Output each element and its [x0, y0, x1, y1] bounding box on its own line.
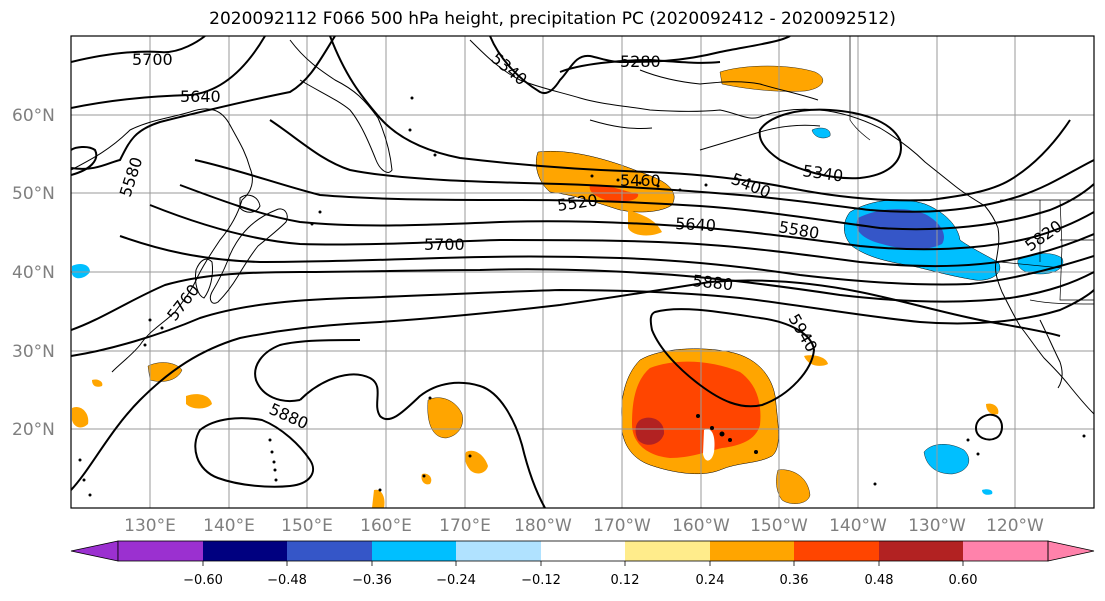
map-frame: [70, 35, 1095, 509]
contour-5340-ak: [758, 108, 902, 180]
lon-label: 150°W: [750, 516, 808, 536]
colorbar-tick-label: 0.24: [696, 573, 725, 588]
lat-label: 50°N: [12, 184, 55, 204]
colorbar-tick-label: 0.48: [865, 573, 894, 588]
japan: [209, 208, 288, 304]
contour-5580-nw: [71, 36, 336, 170]
colorbar-segment: [203, 541, 287, 561]
lon-label: 140°E: [203, 516, 255, 536]
colorbar-tick-label: −0.24: [436, 573, 476, 588]
lon-label: 140°W: [829, 516, 887, 536]
contour-label: 5280: [620, 52, 661, 71]
contour-5340: [489, 36, 791, 94]
colorbar-segment: [287, 541, 372, 561]
contour-label: 5880: [266, 399, 311, 433]
map-title: 2020092112 F066 500 hPa height, precipit…: [209, 9, 896, 29]
colorbar-segment: [625, 541, 710, 561]
contour-5700: [119, 235, 1094, 286]
precip-shading: [72, 65, 1064, 508]
colorbar-segment: [794, 541, 879, 561]
contour-label: 5340: [487, 49, 530, 90]
contour-5820: [71, 288, 1094, 357]
lon-label: 130°E: [124, 516, 176, 536]
contour-5880-south: [299, 373, 546, 508]
contour-label: 5580: [777, 217, 820, 243]
lon-label: 170°W: [593, 516, 651, 536]
contour-5640-nw: [71, 36, 266, 109]
colorbar-extend-high: [1047, 540, 1095, 562]
korea: [195, 258, 213, 299]
lat-label: 60°N: [12, 106, 55, 126]
graticule: [71, 36, 1094, 508]
lon-label: 150°E: [281, 516, 333, 536]
colorbar-segment: [963, 541, 1048, 561]
colorbar-tick-label: 0.12: [611, 573, 640, 588]
lon-label: 160°W: [672, 516, 730, 536]
contour-label: 5400: [729, 169, 774, 202]
contour-5280: [559, 58, 721, 73]
height-contours: [71, 36, 1094, 508]
contour-label: 5700: [424, 235, 465, 254]
colorbar-segment: [118, 541, 203, 561]
contour-5880-west: [254, 339, 361, 402]
precip-north-pacific-tail: [628, 210, 662, 236]
colorbar-segment: [879, 541, 963, 561]
contour-5880-circle: [974, 413, 1003, 441]
contour-5940: [649, 308, 816, 408]
colorbar: −0.60 −0.48 −0.36 −0.24 −0.12 0.12 0.24 …: [70, 540, 1095, 588]
contour-label: 5340: [801, 161, 844, 185]
contour-5340-loop: [71, 146, 98, 176]
contour-5880: [71, 279, 1061, 491]
contour-5700-nw: [71, 36, 206, 63]
contour-5580: [179, 184, 1094, 251]
contour-5400: [329, 36, 1071, 202]
colorbar-tick-label: −0.48: [267, 573, 307, 588]
lat-label: 40°N: [12, 263, 55, 283]
lon-label: 170°E: [439, 516, 491, 536]
colorbar-tick-label: 0.36: [780, 573, 809, 588]
lat-label: 30°N: [12, 342, 55, 362]
colorbar-segment: [541, 541, 625, 561]
lon-label: 120°W: [986, 516, 1044, 536]
contour-label: 5880: [692, 271, 734, 294]
colorbar-extend-low: [70, 540, 119, 562]
alaska-coast: [469, 39, 999, 229]
colorbar-segment: [456, 541, 541, 561]
contour-label: 5640: [675, 214, 717, 235]
lat-label: 20°N: [12, 420, 55, 440]
islands: [78, 96, 1086, 497]
contour-5640: [149, 204, 1094, 268]
longitude-labels: 130°E 140°E 150°E 160°E 170°E 180°W 170°…: [124, 516, 1044, 536]
colorbar-tick-label: −0.36: [352, 573, 392, 588]
contour-label: 5700: [132, 50, 173, 69]
colorbar-tick-label: −0.60: [183, 573, 223, 588]
contour-5880-south-loop: [194, 417, 315, 488]
asia-coast: [71, 108, 253, 373]
colorbar-tick-label: −0.12: [521, 573, 561, 588]
colorbar-tick-label: 0.60: [949, 573, 978, 588]
contour-label: 5940: [785, 311, 822, 356]
lon-label: 130°W: [908, 516, 966, 536]
latitude-labels: 60°N 50°N 40°N 30°N 20°N: [12, 106, 55, 440]
contour-label: 5460: [620, 171, 661, 190]
colorbar-segment: [710, 541, 794, 561]
contour-5460: [269, 119, 1094, 213]
contour-label: 5760: [163, 281, 203, 325]
political-borders: [849, 36, 1094, 305]
colorbar-segment: [372, 541, 456, 561]
contour-5520: [194, 159, 1094, 231]
precip-north-pacific: [535, 151, 675, 213]
lon-label: 180°W: [514, 516, 572, 536]
kamchatka-coast: [289, 39, 393, 173]
contour-label: 5820: [1021, 216, 1065, 255]
lon-label: 160°E: [360, 516, 412, 536]
contour-5760: [71, 268, 1094, 331]
contour-label: 5640: [180, 87, 221, 106]
coastlines: [71, 39, 1094, 415]
